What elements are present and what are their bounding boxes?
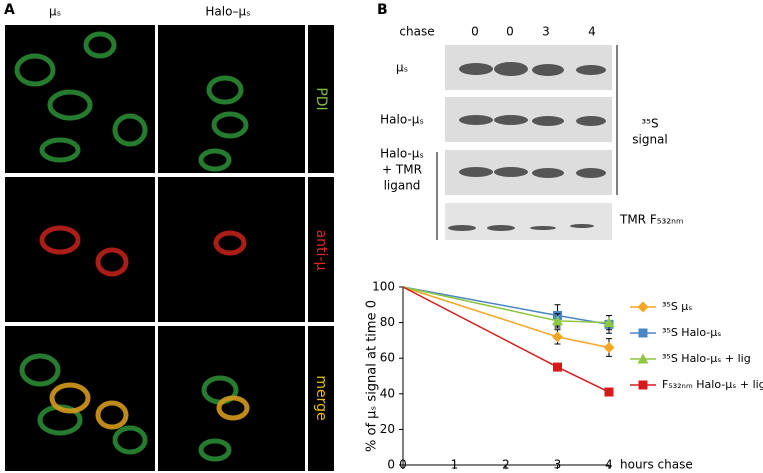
signal-label: ³⁵S [641, 117, 658, 131]
x-tick-label: 3 [554, 458, 562, 472]
row-label: anti-μ [313, 230, 329, 271]
y-axis-label: % of μₛ signal at time 0 [365, 300, 380, 452]
y-tick-label: 20 [380, 422, 395, 436]
x-tick-label: 4 [605, 458, 613, 472]
x-tick-label: 1 [451, 458, 459, 472]
marker [638, 380, 648, 390]
column-header: μₛ [49, 5, 61, 19]
marker [553, 362, 562, 372]
y-tick-label: 60 [380, 351, 395, 365]
marker [552, 331, 563, 343]
lane-label: 0 [506, 25, 514, 39]
chase-label: chase [399, 25, 434, 39]
row-label: PDI [313, 87, 329, 110]
y-tick-label: 100 [372, 280, 395, 294]
series-line [402, 286, 610, 349]
blot-row-label: ligand [384, 179, 421, 193]
signal-label: signal [632, 133, 668, 147]
marker [603, 342, 615, 354]
marker [638, 328, 648, 338]
legend-label: F₅₃₂ₙₘ Halo-μₛ + lig [662, 378, 763, 391]
legend-label: ³⁵S Halo-μₛ [662, 326, 721, 339]
marker [604, 387, 614, 397]
legend-label: ³⁵S Halo-μₛ + lig [662, 352, 751, 365]
micrographs [5, 25, 334, 471]
legend-label: ³⁵S μₛ [662, 300, 692, 313]
marker [552, 315, 563, 326]
series-line [402, 286, 610, 393]
marker [637, 301, 649, 313]
x-tick-label: 2 [502, 458, 510, 472]
blot-row-label: Halo-μₛ [380, 113, 424, 127]
blot-row-label: + TMR [382, 163, 422, 177]
y-tick-label: 0 [387, 458, 395, 472]
y-tick-label: 80 [380, 315, 395, 329]
lane-label: 4 [588, 25, 596, 39]
blot-row-label: μₛ [396, 61, 408, 75]
row-label: merge [313, 375, 329, 420]
marker [637, 353, 649, 364]
lane-label: 0 [471, 25, 479, 39]
blot-row-label: Halo-μₛ [380, 147, 424, 161]
column-header: Halo–μₛ [205, 5, 250, 19]
lane-label: 3 [542, 25, 550, 39]
gel-blots [436, 45, 618, 240]
panel-label: A [4, 2, 15, 18]
y-tick-label: 40 [380, 386, 395, 400]
tmr-label: TMR F₅₃₂ₙₘ [619, 213, 683, 227]
x-axis-label: hours chase [620, 458, 693, 472]
marker [603, 317, 615, 328]
panel-label: B [377, 2, 388, 18]
series-line [402, 286, 610, 326]
x-tick-label: 0 [399, 458, 407, 472]
